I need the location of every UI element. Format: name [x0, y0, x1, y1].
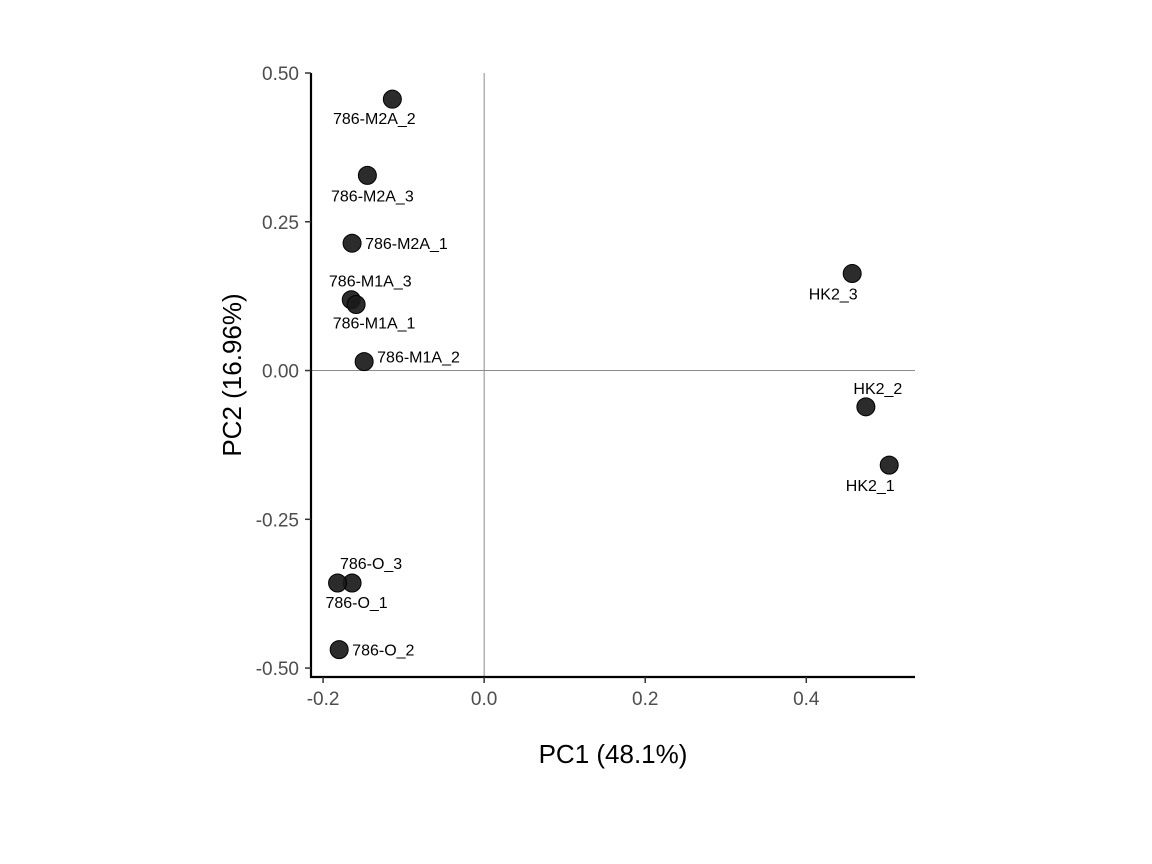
point-label: 786-M1A_1 — [333, 315, 416, 332]
point-label: 786-O_3 — [340, 556, 402, 573]
x-tick-label: 0.0 — [471, 689, 497, 710]
y-tick-label: -0.50 — [256, 659, 299, 680]
data-point — [346, 294, 366, 314]
point-label: HK2_2 — [853, 381, 902, 398]
x-tick-label: 0.2 — [632, 689, 658, 710]
data-point — [354, 352, 374, 372]
point-label: 786-M2A_3 — [331, 188, 414, 205]
y-tick-label: 0.25 — [262, 213, 299, 234]
x-tick-label: 0.4 — [793, 689, 820, 710]
x-axis-title: PC1 (48.1%) — [539, 739, 688, 769]
point-labels: 786-M2A_2 786-M2A_3 786-M2A_1 786-M1A_3 786-… — [325, 111, 902, 659]
data-point — [382, 89, 402, 109]
data-point — [879, 455, 899, 475]
y-axis-title: PC2 (16.96%) — [217, 293, 247, 456]
point-label: HK2_1 — [846, 478, 895, 495]
point-label: 786-O_2 — [352, 643, 414, 660]
y-tick-label: 0.50 — [262, 64, 299, 85]
point-label: 786-M2A_2 — [333, 111, 416, 128]
y-tick-label: 0.00 — [262, 362, 299, 383]
data-point — [357, 165, 377, 185]
axes — [309, 73, 915, 679]
x-tick-label: -0.2 — [307, 689, 340, 710]
point-label: 786-O_1 — [325, 595, 387, 612]
ticks: -0.2 0.0 0.2 0.4 0.50 0.25 0.00 -0.25 -0.50 — [256, 64, 820, 710]
data-point — [342, 233, 362, 253]
point-label: 786-M1A_2 — [377, 350, 460, 367]
data-point — [328, 573, 348, 593]
data-point — [856, 397, 876, 417]
data-point — [842, 264, 862, 284]
point-label: 786-M1A_3 — [329, 274, 412, 291]
reference-lines — [311, 73, 915, 677]
point-label: 786-M2A_1 — [365, 236, 448, 253]
data-points — [328, 89, 899, 660]
y-tick-label: -0.25 — [256, 510, 299, 531]
point-label: HK2_3 — [809, 287, 858, 304]
data-point — [329, 640, 349, 660]
